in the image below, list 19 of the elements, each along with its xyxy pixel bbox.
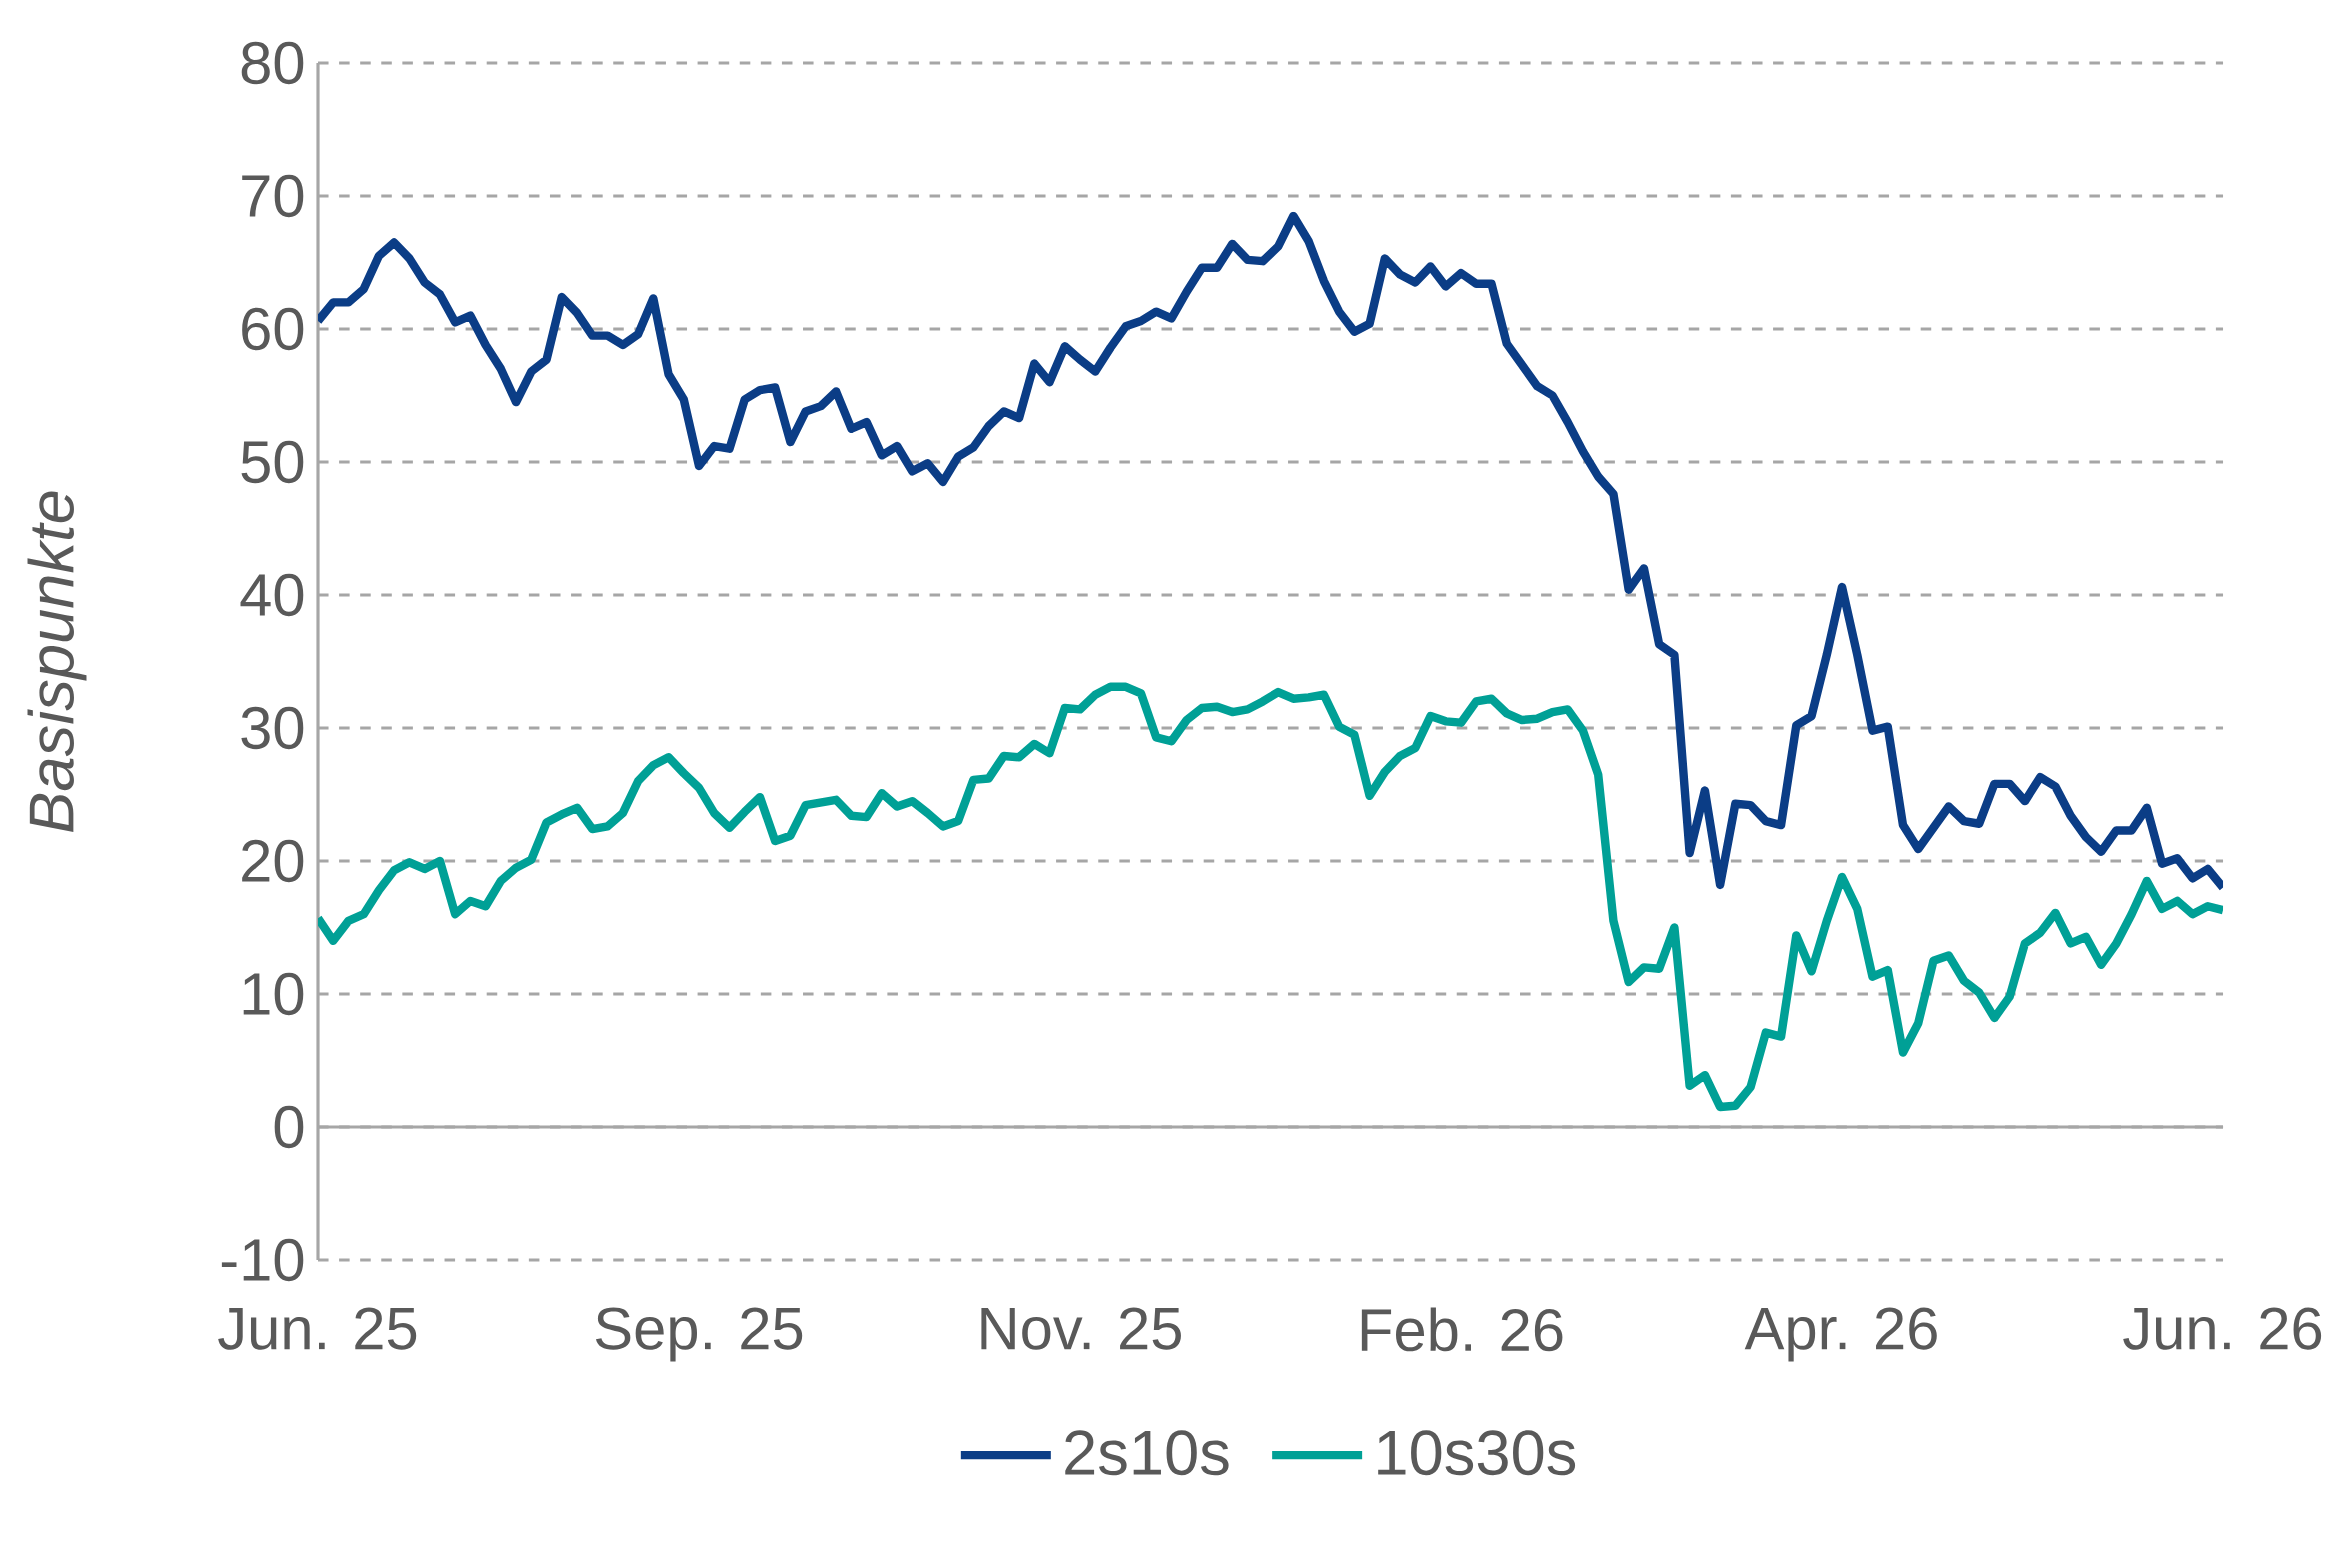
legend-label: 10s30s: [1378, 1430, 1576, 1476]
x-tick-label: Nov. 25: [981, 1307, 1181, 1350]
y-tick-label: 60: [242, 307, 304, 351]
y-tick-label: 50: [241, 440, 304, 484]
y-tick-label: 30: [241, 706, 304, 750]
x-tick-label: Sep. 25: [595, 1307, 803, 1362]
y-tick-label: 10: [243, 972, 304, 1016]
legend-label: 2s10s: [1065, 1430, 1229, 1476]
y-tick-label: 40: [240, 573, 304, 617]
y-tick-label: 80: [241, 41, 304, 85]
y-tick-label: -10: [221, 1238, 304, 1282]
x-tick-label: Jun. 25: [218, 1307, 417, 1350]
y-axis-title: Basispunkte: [27, 491, 87, 832]
y-tick-label: 20: [242, 839, 304, 883]
x-tick-label: Feb. 26: [1361, 1307, 1563, 1352]
y-tick-label: 70: [242, 174, 304, 218]
x-tick-label: Jun. 26: [2123, 1307, 2322, 1350]
y-tick-label: 0: [274, 1105, 304, 1149]
x-tick-label: Apr. 26: [1744, 1307, 1937, 1362]
